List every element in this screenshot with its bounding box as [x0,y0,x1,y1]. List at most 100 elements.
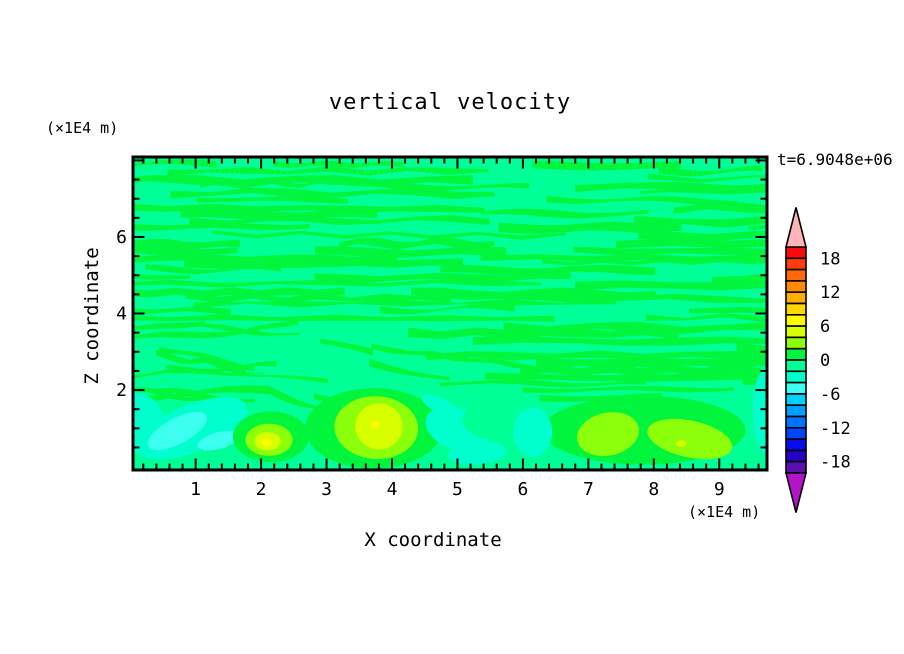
colorbar-segment [785,268,807,282]
stripe [440,264,656,276]
x-tick-label: 4 [387,479,398,500]
stripe [133,306,231,315]
colorbar-under-arrow [784,472,808,513]
stripe [647,173,767,183]
plot-title: vertical velocity [328,90,572,115]
x-axis-title: X coordinate [364,529,502,551]
stripe [481,208,649,219]
stripe [136,387,237,408]
z-axis-unit-label: (×1E4 m) [46,119,119,137]
colorbar-segment [785,381,807,395]
contour-blob [513,407,553,458]
colorbar-label: 6 [820,317,830,337]
z-tick-label: 2 [116,380,127,401]
stripe [189,215,490,225]
stripe [498,221,682,234]
stripe [748,225,767,231]
contour-blob [462,406,505,439]
colorbar-segment [785,370,807,384]
stripe [541,258,767,266]
stripe [573,246,767,256]
colorbar-segment [785,404,807,418]
x-axis-unit-label: (×1E4 m) [688,503,761,521]
stripe [472,335,767,346]
stripe [133,314,555,322]
x-tick-label: 8 [648,479,659,500]
stripe [634,215,767,228]
stripe [247,320,299,332]
stripe [480,254,767,262]
stripe [165,364,329,384]
colorbar-label: -6 [820,385,840,405]
x-tick-label: 7 [583,479,594,500]
stripe [133,245,238,257]
colorbar-label: 0 [820,351,830,371]
contour-blob [370,421,380,428]
stripe [339,237,495,250]
z-tick-label: 6 [116,227,127,248]
colorbar-segment [785,336,807,350]
colorbar-over-arrow [784,207,808,248]
stripe [133,274,191,280]
stripe [273,160,404,168]
x-tick-labels: 1 2 3 4 5 6 7 8 9 [190,479,725,500]
contour-blob [197,430,240,451]
contour-blob [447,441,507,465]
stripe [212,230,566,240]
stripe [736,342,767,356]
stripe [133,328,260,339]
colorbar-label: 18 [820,249,840,269]
near-zero-stripes [133,159,767,421]
contour-blob [147,411,207,451]
stripe [320,338,374,356]
x-tick-label: 9 [714,479,725,500]
stripe [315,245,507,258]
stripe [689,306,767,314]
stripe [191,358,265,374]
colorbar-segment [785,325,807,339]
stripe [503,321,767,335]
contour-blob [422,394,457,416]
plot-field [133,157,767,470]
stripe [546,195,739,206]
colorbar [784,207,808,513]
stripe [133,321,206,331]
stripe [193,298,617,309]
colorbar-segment [785,449,807,463]
contour-cells [133,367,767,469]
stripe [133,287,345,298]
colorbar-segment [785,246,807,260]
stripe [532,160,681,171]
colorbar-segment [785,347,807,361]
stripe [179,323,300,336]
stripe [379,303,515,315]
stripe [369,358,450,381]
contour-blob [355,403,403,450]
stripe [522,386,734,393]
stripe [640,188,767,195]
stripe [659,165,763,177]
stripe [133,279,541,288]
stripe [314,272,571,282]
x-tick-label: 3 [321,479,332,500]
stripe [133,238,240,250]
stripe [539,393,662,402]
colorbar-labels: 18 12 6 0 -6 -12 -18 [820,249,851,472]
axis-ticks [134,158,766,469]
colorbar-segment [785,359,807,373]
colorbar-segment [785,291,807,305]
stripe [145,264,282,275]
x-tick-label: 1 [190,479,201,500]
contour-blob [647,418,733,460]
stripe [426,350,767,361]
colorbar-segment [785,460,807,474]
colorbar-label: 12 [820,283,840,303]
stripe [646,313,767,322]
stripe [485,372,767,382]
stripe [133,222,310,231]
stripe [156,349,246,374]
colorbar-segment [785,415,807,429]
stripe [347,181,530,191]
